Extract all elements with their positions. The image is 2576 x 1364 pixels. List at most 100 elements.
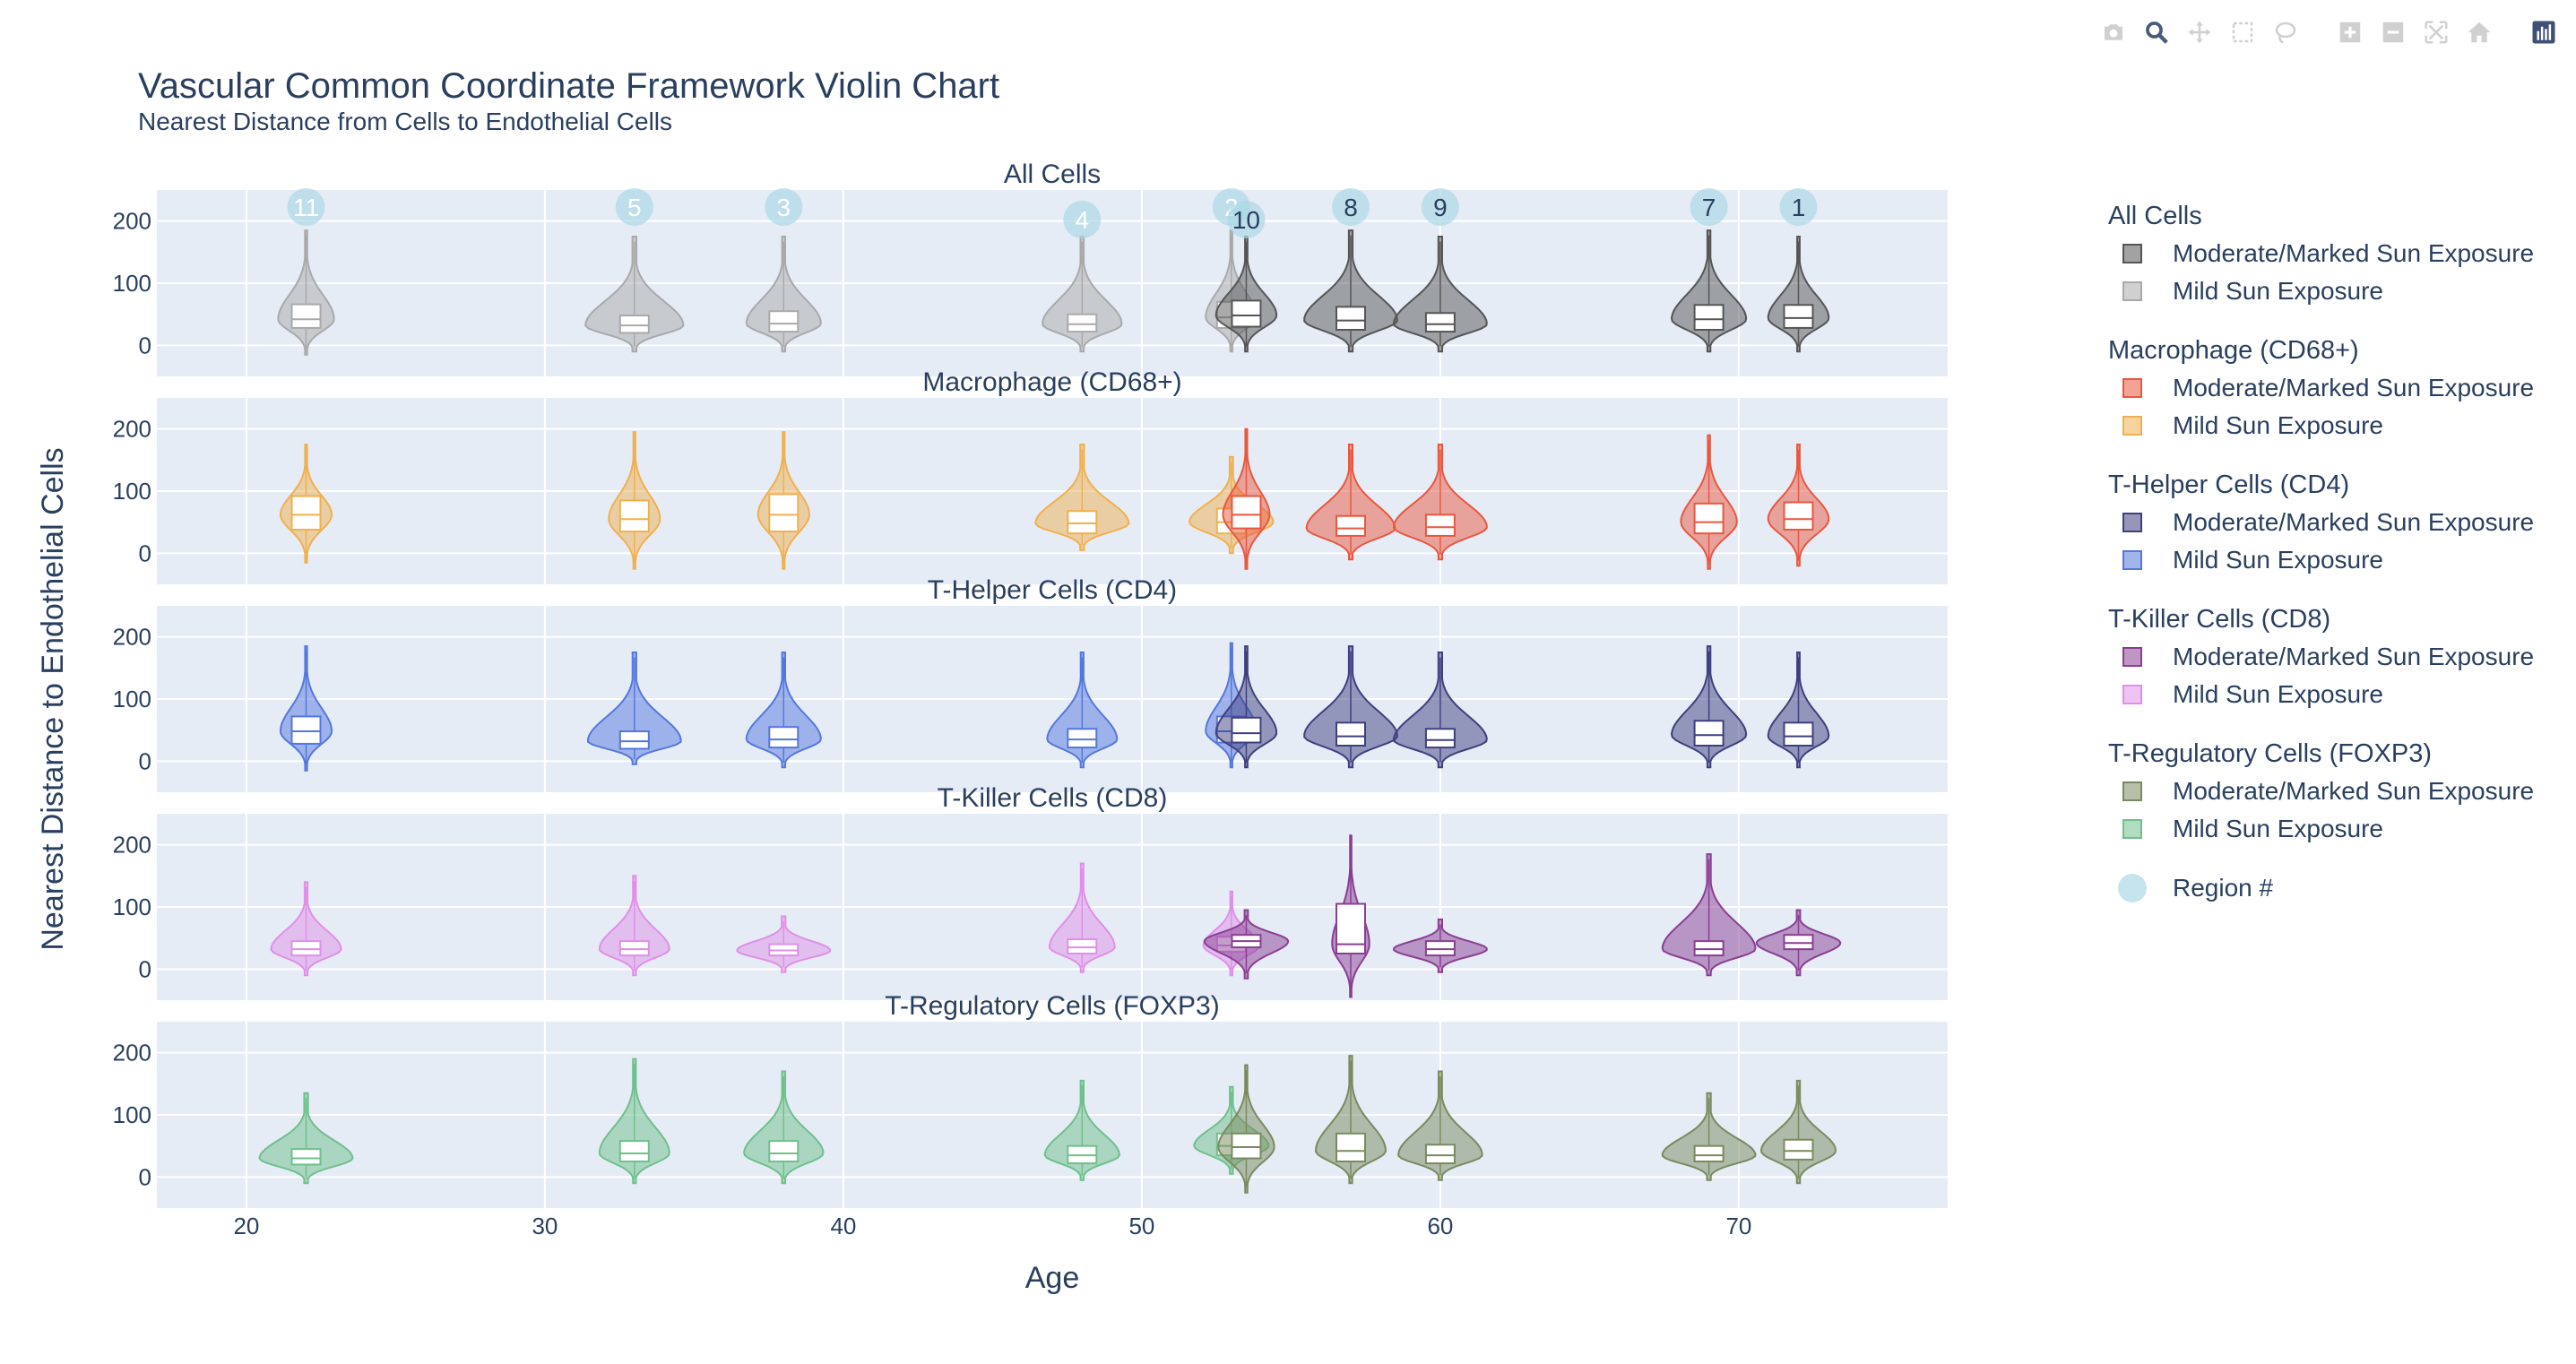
legend-item-region[interactable]: Region # — [2108, 869, 2556, 907]
zoom-button[interactable] — [2137, 13, 2176, 52]
region-marker — [1332, 188, 1370, 226]
legend-label: Mild Sun Exposure — [2173, 680, 2384, 708]
box-iqr — [768, 493, 800, 533]
legend-item[interactable]: Moderate/Marked Sun Exposure — [2108, 773, 2556, 810]
region-marker — [1779, 188, 1818, 226]
box-iqr — [1424, 1144, 1456, 1165]
legend-swatch — [2122, 378, 2142, 398]
y-tick-label: 200 — [113, 832, 151, 859]
box-iqr — [1783, 934, 1814, 951]
panel — [157, 814, 1948, 1000]
pan-icon — [2188, 21, 2211, 44]
panel — [157, 190, 1948, 376]
box-iqr — [290, 1148, 322, 1166]
zoom-out-button[interactable] — [2373, 13, 2413, 52]
legend-item[interactable]: Moderate/Marked Sun Exposure — [2108, 504, 2556, 541]
legend-group-title: Macrophage (CD68+) — [2108, 336, 2359, 365]
region-label: 11 — [293, 194, 319, 221]
region-marker — [1690, 188, 1728, 226]
legend-label: Region # — [2173, 874, 2274, 902]
legend-group-title: T-Regulatory Cells (FOXP3) — [2108, 739, 2432, 768]
legend-group-t-regulatory: T-Regulatory Cells (FOXP3) Moderate/Mark… — [2108, 735, 2556, 848]
legend-label: Mild Sun Exposure — [2173, 277, 2384, 305]
home-button[interactable] — [2459, 13, 2499, 52]
panel-title: Macrophage (CD68+) — [922, 367, 1181, 397]
x-tick-label: 50 — [1128, 1213, 1154, 1239]
legend-group-title: All Cells — [2108, 202, 2202, 230]
y-tick-label: 100 — [113, 270, 151, 297]
modebar — [2094, 13, 2563, 52]
y-tick-label: 0 — [139, 747, 151, 774]
region-marker — [1227, 201, 1266, 238]
box-iqr — [1336, 514, 1366, 537]
legend-label: Moderate/Marked Sun Exposure — [2173, 777, 2535, 805]
box-iqr — [1067, 938, 1098, 955]
legend-item[interactable]: Mild Sun Exposure — [2108, 676, 2556, 713]
box-iqr — [1424, 728, 1456, 749]
legend-swatch — [2122, 819, 2142, 839]
legend-swatch — [2122, 513, 2142, 532]
y-tick-label: 200 — [113, 624, 151, 651]
legend-label: Moderate/Marked Sun Exposure — [2173, 643, 2535, 670]
legend-item[interactable]: Mild Sun Exposure — [2108, 407, 2556, 445]
region-marker — [1063, 201, 1102, 238]
legend-swatch — [2122, 244, 2142, 263]
legend-item[interactable]: Moderate/Marked Sun Exposure — [2108, 235, 2556, 272]
y-tick-label: 200 — [113, 208, 151, 235]
zoom-in-button[interactable] — [2330, 13, 2370, 52]
box-iqr — [1693, 940, 1725, 957]
x-tick-label: 60 — [1427, 1213, 1453, 1239]
x-axis-label: Age — [1025, 1261, 1080, 1295]
region-marker — [765, 188, 803, 226]
lasso-button[interactable] — [2266, 13, 2305, 52]
legend-label: Mild Sun Exposure — [2173, 546, 2384, 574]
box-iqr — [1336, 721, 1366, 747]
legend-group-title: T-Helper Cells (CD4) — [2108, 470, 2350, 499]
box-iqr — [618, 730, 650, 750]
box-iqr — [768, 310, 800, 333]
legend-item[interactable]: Mild Sun Exposure — [2108, 541, 2556, 579]
box-iqr — [290, 940, 322, 957]
y-tick-label: 0 — [139, 955, 151, 982]
legend-group-title: T-Killer Cells (CD8) — [2108, 605, 2331, 634]
panel — [157, 1022, 1948, 1208]
y-tick-label: 0 — [139, 540, 151, 566]
box-select-button[interactable] — [2223, 13, 2262, 52]
y-axis-label: Nearest Distance to Endothelial Cells — [36, 447, 70, 950]
box-iqr — [618, 940, 650, 957]
box-iqr — [290, 303, 322, 329]
legend-label: Moderate/Marked Sun Exposure — [2173, 239, 2535, 267]
region-label: 8 — [1344, 194, 1358, 221]
legend-item[interactable]: Mild Sun Exposure — [2108, 272, 2556, 310]
region-marker — [615, 188, 653, 226]
camera-button[interactable] — [2094, 13, 2133, 52]
region-label: 3 — [777, 194, 791, 221]
zoom-out-icon — [2382, 22, 2404, 43]
legend-item[interactable]: Mild Sun Exposure — [2108, 810, 2556, 848]
box-iqr — [1783, 304, 1814, 329]
box-iqr — [1693, 1144, 1725, 1162]
pan-button[interactable] — [2180, 13, 2219, 52]
legend-group-macrophage: Macrophage (CD68+) Moderate/Marked Sun E… — [2108, 332, 2556, 445]
legend-item[interactable]: Moderate/Marked Sun Exposure — [2108, 638, 2556, 676]
region-label: 9 — [1433, 194, 1448, 221]
plotly-logo-button[interactable] — [2524, 13, 2563, 52]
box-iqr — [1424, 312, 1456, 333]
box-iqr — [1693, 304, 1725, 331]
box-iqr — [290, 715, 322, 745]
box-iqr — [1693, 502, 1725, 535]
box-iqr — [290, 495, 322, 531]
legend-item[interactable]: Moderate/Marked Sun Exposure — [2108, 369, 2556, 407]
y-tick-label: 100 — [113, 894, 151, 920]
box-iqr — [618, 315, 650, 334]
autoscale-button[interactable] — [2416, 13, 2456, 52]
y-tick-label: 200 — [113, 416, 151, 443]
legend-swatch — [2122, 685, 2142, 704]
region-label: 4 — [1076, 206, 1090, 234]
region-marker — [287, 188, 325, 226]
home-icon — [2468, 22, 2491, 43]
box-iqr — [1336, 1132, 1366, 1163]
box-iqr — [1424, 514, 1456, 537]
box-iqr — [768, 726, 800, 749]
